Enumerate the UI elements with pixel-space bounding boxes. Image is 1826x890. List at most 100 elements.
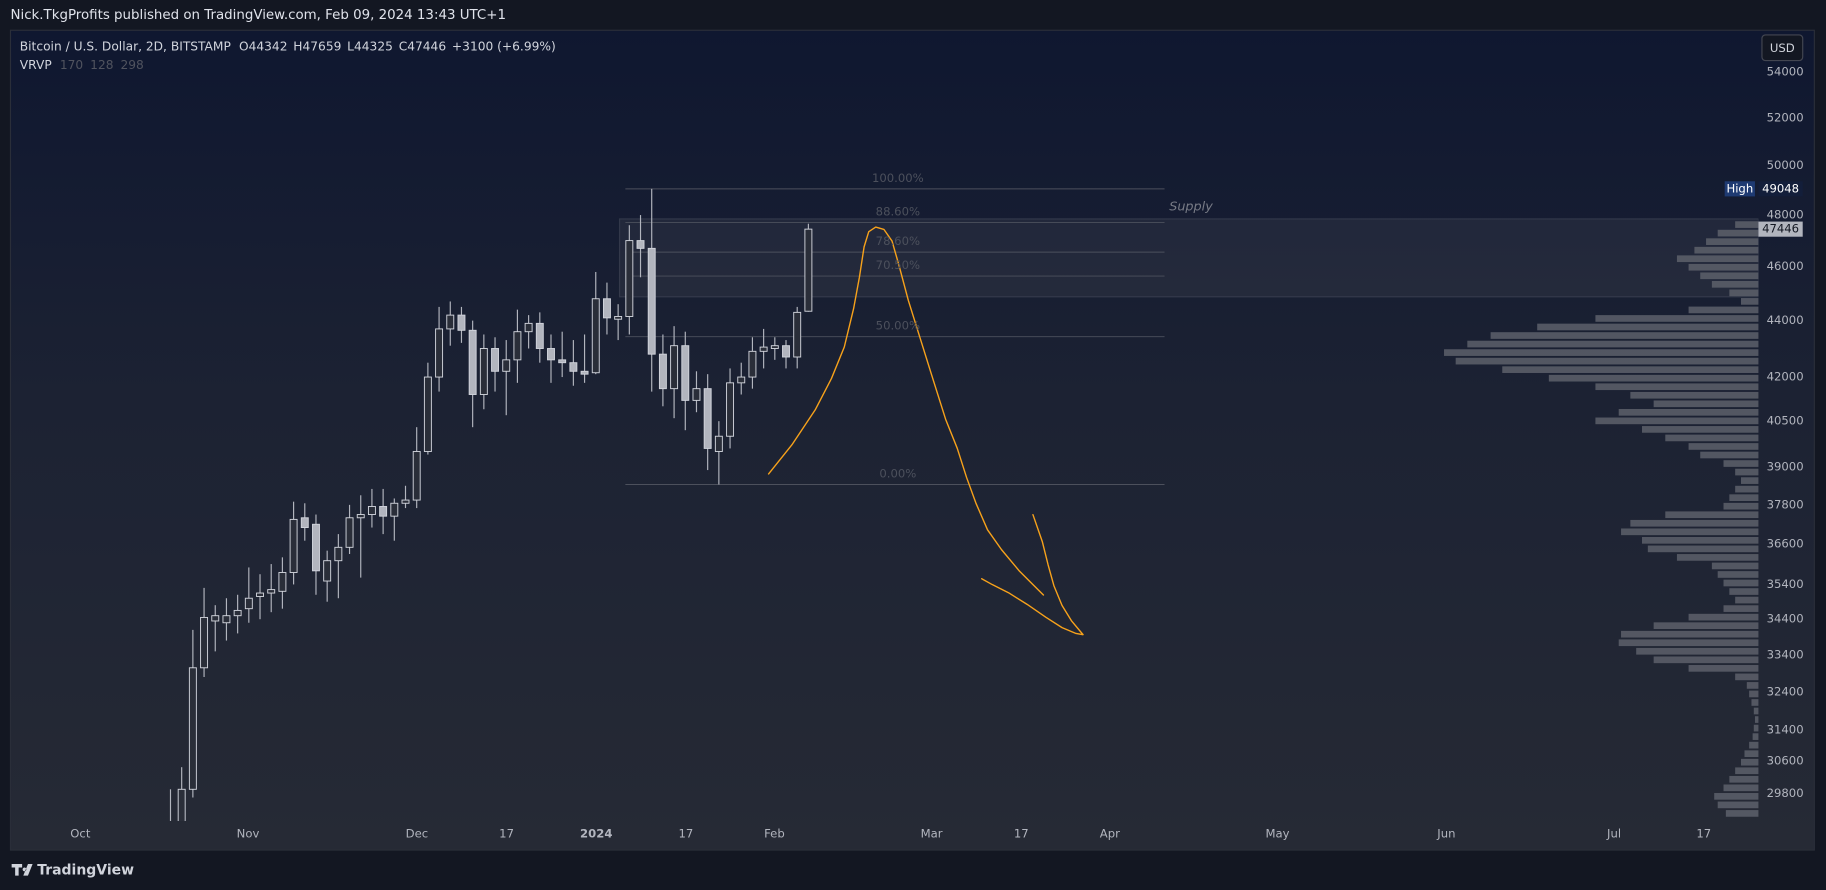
- profile-bar: [1706, 238, 1759, 245]
- profile-bar: [1653, 622, 1759, 630]
- candle-body: [580, 370, 589, 375]
- candle-body: [233, 609, 242, 617]
- last-price: 47446: [1762, 222, 1799, 236]
- candle-body: [647, 247, 656, 355]
- profile-bar: [1595, 417, 1759, 425]
- y-tick-label: 48000: [1767, 208, 1804, 222]
- profile-bar: [1735, 485, 1759, 493]
- profile-bar: [1754, 716, 1759, 723]
- candle-body: [658, 353, 667, 390]
- candle-body: [636, 240, 645, 249]
- candle-body: [188, 667, 197, 790]
- profile-bar: [1676, 554, 1759, 561]
- candle-body: [782, 345, 790, 358]
- x-tick-label: 17: [1014, 826, 1029, 840]
- candle-body: [793, 311, 802, 358]
- profile-bar: [1723, 579, 1759, 587]
- profile-bar: [1723, 605, 1759, 612]
- high-price: 49048: [1762, 181, 1799, 195]
- candle-body: [670, 345, 679, 390]
- candle-body: [446, 314, 455, 330]
- profile-bar: [1749, 690, 1759, 698]
- profile-bar: [1717, 571, 1759, 578]
- logo: [11, 864, 33, 876]
- profile-bar: [1642, 426, 1759, 433]
- fib-label: 78.60%: [876, 234, 920, 248]
- candle-body: [502, 359, 511, 372]
- y-tick-label: 31400: [1767, 722, 1804, 736]
- x-tick-label: Nov: [237, 826, 260, 840]
- profile-bar: [1688, 613, 1759, 621]
- currency-button[interactable]: [1761, 34, 1804, 62]
- y-tick-label: 29800: [1767, 786, 1804, 800]
- profile-bar: [1700, 272, 1759, 280]
- profile-bar: [1647, 545, 1759, 553]
- currency[interactable]: USD: [1770, 41, 1795, 55]
- x-tick-label: Feb: [764, 826, 785, 840]
- profile-bar: [1653, 400, 1759, 408]
- y-tick-label: 44000: [1767, 313, 1804, 327]
- hand-drawn-curve: [767, 226, 1045, 596]
- indicator: VRVP: [20, 58, 52, 72]
- chart-panel: [9, 29, 1815, 851]
- candle-body: [547, 348, 555, 361]
- profile-bar: [1665, 511, 1759, 519]
- profile-bar: [1694, 246, 1759, 254]
- profile-bar: [1711, 562, 1759, 570]
- profile-bar: [1740, 298, 1759, 305]
- candle-body: [602, 298, 611, 319]
- candle-body: [401, 499, 410, 504]
- profile-bar: [1735, 221, 1759, 228]
- profile-bar: [1618, 408, 1759, 416]
- y-tick-label: 36600: [1767, 537, 1804, 551]
- profile-bar: [1665, 434, 1759, 442]
- x-tick-label: 17: [679, 826, 694, 840]
- profile-bar: [1621, 630, 1759, 638]
- profile-bar: [1717, 801, 1759, 809]
- fib-label: 88.60%: [876, 205, 920, 219]
- high-tag-label: High: [1726, 181, 1753, 195]
- y-tick-label: 30600: [1767, 754, 1804, 768]
- profile-bar: [1642, 537, 1759, 544]
- candle-body: [423, 376, 432, 452]
- profile-bar: [1636, 647, 1759, 655]
- candle-body: [334, 546, 343, 562]
- candle-body: [312, 523, 320, 572]
- profile-bar: [1714, 793, 1759, 800]
- brand: TradingView: [37, 862, 134, 878]
- published-note: Nick.TkgProfits published on TradingView…: [10, 8, 506, 23]
- candle-body: [278, 572, 287, 592]
- param: 298: [121, 58, 144, 72]
- y-tick-label: 39000: [1767, 459, 1804, 473]
- profile-bar: [1711, 280, 1759, 288]
- profile-bar: [1595, 383, 1759, 391]
- profile-bar: [1735, 673, 1759, 681]
- profile-bar: [1455, 357, 1759, 365]
- fib-label: 50.00%: [876, 319, 920, 333]
- profile-bar: [1688, 665, 1759, 672]
- profile-bar: [1735, 767, 1759, 775]
- legend-line: Bitcoin / U.S. Dollar, 2D, BITSTAMP O4434…: [20, 39, 556, 53]
- profile-bar: [1723, 502, 1759, 510]
- y-tick-label: 42000: [1767, 370, 1804, 384]
- candle-body: [356, 514, 365, 519]
- symbol: Bitcoin / U.S. Dollar, 2D, BITSTAMP: [20, 39, 231, 53]
- profile-bar: [1723, 460, 1759, 467]
- candle-body: [748, 350, 757, 378]
- y-tick-label: 33400: [1767, 648, 1804, 662]
- y-tick-label: 50000: [1767, 158, 1804, 172]
- param: 170: [60, 58, 83, 72]
- profile-bar: [1490, 332, 1759, 339]
- x-tick-label: 2024: [580, 826, 612, 840]
- candle-body: [300, 517, 309, 529]
- hand-drawn-arrow: [981, 513, 1084, 636]
- candle-body: [244, 597, 253, 610]
- y-tick-label: 46000: [1767, 259, 1804, 273]
- high-price-box: [1758, 181, 1803, 197]
- profile-bar: [1725, 810, 1759, 817]
- profile-bar: [1752, 733, 1759, 740]
- x-tick-label: Apr: [1100, 826, 1120, 840]
- candle-body: [379, 506, 388, 517]
- last-price-box: [1758, 221, 1803, 237]
